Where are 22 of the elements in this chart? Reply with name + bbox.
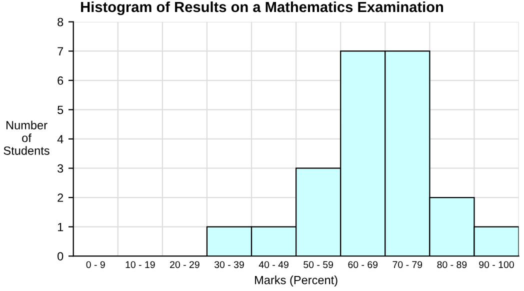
x-tick-label: 30 - 39 <box>214 261 244 268</box>
x-tick-label: 60 - 69 <box>348 261 378 268</box>
y-axis-title: Number of Students <box>4 120 50 155</box>
x-tick-label: 0 - 9 <box>86 261 105 268</box>
y-tick-label: 8 <box>58 18 64 26</box>
y-tick-label: 5 <box>58 106 64 114</box>
y-tick-label: 1 <box>58 222 64 232</box>
x-tick-label: 70 - 79 <box>392 261 422 268</box>
y-tick-label: 2 <box>58 194 64 202</box>
y-tick-label: 6 <box>58 76 64 85</box>
x-axis-title: Marks (Percent) <box>255 276 338 287</box>
x-tick-label: 20 - 29 <box>170 261 200 268</box>
x-tick-label: 80 - 89 <box>437 261 467 268</box>
y-tick-label: 4 <box>57 135 64 144</box>
y-tick-label: 0 <box>58 252 64 260</box>
y-tick-label: 3 <box>58 164 64 173</box>
y-tick-label: 7 <box>58 47 64 56</box>
chart-title: Histogram of Results on a Mathematics Examination <box>81 1 444 16</box>
x-tick-label: 50 - 59 <box>304 261 334 268</box>
x-tick-label: 40 - 49 <box>258 261 288 268</box>
x-tick-label: 10 - 19 <box>126 261 155 268</box>
x-tick-label: 90 - 100 <box>479 261 514 268</box>
